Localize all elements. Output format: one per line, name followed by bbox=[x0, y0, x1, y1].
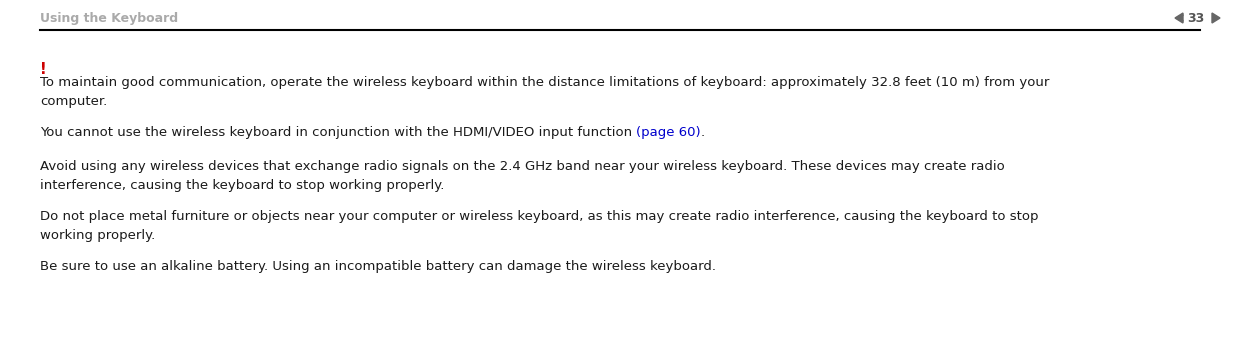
Text: 33: 33 bbox=[1188, 11, 1204, 25]
Text: Avoid using any wireless devices that exchange radio signals on the 2.4 GHz band: Avoid using any wireless devices that ex… bbox=[40, 160, 1004, 192]
Text: To maintain good communication, operate the wireless keyboard within the distanc: To maintain good communication, operate … bbox=[40, 76, 1049, 108]
Text: Be sure to use an alkaline battery. Using an incompatible battery can damage the: Be sure to use an alkaline battery. Usin… bbox=[40, 260, 715, 273]
Text: Do not place metal furniture or objects near your computer or wireless keyboard,: Do not place metal furniture or objects … bbox=[40, 210, 1039, 242]
Text: You cannot use the wireless keyboard in conjunction with the HDMI/VIDEO input fu: You cannot use the wireless keyboard in … bbox=[40, 126, 636, 139]
Text: .: . bbox=[701, 126, 706, 139]
Polygon shape bbox=[1211, 13, 1220, 23]
Text: (page 60): (page 60) bbox=[636, 126, 701, 139]
Text: Using the Keyboard: Using the Keyboard bbox=[40, 11, 179, 25]
Polygon shape bbox=[1176, 13, 1183, 23]
Text: !: ! bbox=[40, 62, 47, 77]
